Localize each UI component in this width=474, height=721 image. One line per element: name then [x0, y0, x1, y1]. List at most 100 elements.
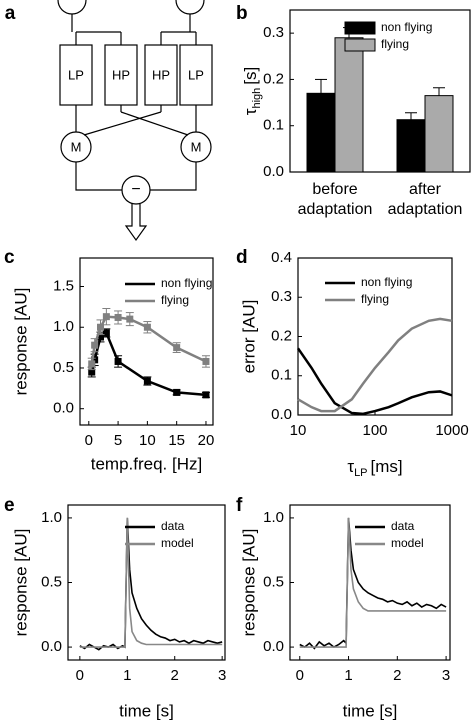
x-tick-label: 3: [218, 667, 226, 684]
legend-label: flying: [161, 293, 189, 307]
label-symbol: τ: [347, 457, 354, 476]
y-tick-label: 0.1: [263, 117, 284, 134]
receptor: [175, 0, 205, 15]
panel-label: d: [236, 247, 248, 268]
marker: [97, 323, 105, 331]
legend-label: non flying: [381, 20, 432, 34]
marker: [88, 368, 96, 376]
output-arrow: [124, 204, 148, 242]
marker: [173, 388, 181, 396]
marker: [102, 313, 110, 321]
bar: [306, 92, 336, 173]
y-axis-label: response [AU]: [11, 529, 30, 637]
panel-label: f: [236, 495, 243, 516]
y-tick-label: 0.5: [53, 359, 74, 376]
panel-label: c: [4, 247, 15, 268]
panel-label: a: [5, 3, 16, 24]
y-tick-label: 0.5: [41, 573, 62, 590]
x-tick-label: 0: [296, 667, 304, 684]
series-line: [79, 517, 223, 651]
wire: [150, 162, 197, 191]
wire: [120, 111, 189, 136]
marker: [202, 391, 210, 399]
label-symbol: τ: [241, 108, 260, 115]
y-tick-label: 0.0: [41, 638, 62, 655]
legend-label: non flying: [361, 275, 412, 289]
marker: [143, 323, 151, 331]
y-tick-label: 0.1: [271, 367, 292, 384]
legend-swatch: [344, 21, 376, 35]
x-tick-label: 1000: [435, 422, 468, 439]
receptor: [57, 0, 87, 15]
diagram: a LP HP HP LP M M −: [5, 0, 213, 242]
y-axis-label: response [AU]: [239, 529, 258, 637]
block-label: LP: [68, 67, 84, 82]
series-line: [297, 317, 453, 413]
label-subscript: LP: [354, 467, 367, 479]
y-axis-label: response [AU]: [11, 288, 30, 396]
legend-label: data: [391, 519, 415, 533]
label-unit: [ms]: [371, 457, 403, 476]
y-tick-label: 1.0: [263, 509, 284, 526]
y-tick-label: 0.3: [263, 24, 284, 41]
bar: [424, 95, 454, 173]
legend-swatch: [344, 38, 376, 52]
series-line: [90, 331, 207, 397]
y-tick-label: 1.5: [53, 277, 74, 294]
y-tick-label: 0.3: [271, 288, 292, 305]
block-label: LP: [188, 67, 204, 82]
x-axis-label: time [s]: [119, 701, 174, 720]
x-axis-label: temp.freq. [Hz]: [91, 454, 202, 473]
marker: [114, 357, 122, 365]
x-tick-label: 2: [171, 667, 179, 684]
x-tick-label: 15: [168, 432, 185, 449]
y-tick-label: 0.0: [53, 400, 74, 417]
multiplier-label: M: [191, 139, 202, 154]
y-tick-label: 0.5: [263, 573, 284, 590]
marker: [173, 344, 181, 352]
series-line: [79, 517, 223, 648]
marker: [91, 341, 99, 349]
y-tick-label: 1.0: [41, 509, 62, 526]
category-text: after adaptation: [387, 181, 463, 218]
marker: [143, 377, 151, 385]
x-tick-label: 20: [198, 432, 215, 449]
marker: [102, 329, 110, 337]
x-axis-label: τLP [ms]: [347, 457, 402, 478]
series-line: [299, 517, 447, 648]
marker: [126, 315, 134, 323]
x-tick-label: 0: [76, 667, 84, 684]
x-category-label: before adaptation: [298, 181, 373, 218]
legend-label: model: [161, 536, 194, 550]
legend-label: flying: [381, 37, 409, 51]
x-axis-label: time [s]: [343, 701, 398, 720]
x-tick-label: 10: [290, 422, 307, 439]
legend-label: flying: [361, 292, 389, 306]
x-tick-label: 100: [362, 422, 387, 439]
series-line: [296, 347, 453, 416]
y-tick-label: 0.0: [271, 406, 292, 423]
multiplier-label: M: [71, 139, 82, 154]
x-tick-label: 5: [114, 432, 122, 449]
block-label: HP: [112, 67, 130, 82]
legend-label: model: [391, 536, 424, 550]
marker: [114, 313, 122, 321]
marker: [97, 333, 105, 341]
x-tick-label: 10: [139, 432, 156, 449]
subtractor-label: −: [131, 181, 140, 198]
subtractor: [121, 175, 151, 205]
panel-label: b: [236, 3, 248, 24]
bar: [396, 119, 426, 173]
panel-label: e: [4, 495, 15, 516]
x-tick-label: 0: [85, 432, 93, 449]
y-tick-label: 1.0: [53, 318, 74, 335]
series-line: [299, 517, 447, 650]
x-category-label: after adaptation: [387, 181, 463, 218]
x-tick-label: 1: [123, 667, 131, 684]
marker: [88, 360, 96, 368]
marker: [91, 356, 99, 364]
block-label: HP: [152, 67, 170, 82]
y-tick-label: 0.4: [271, 249, 292, 266]
legend-label: non flying: [161, 276, 212, 290]
label-subscript: high: [251, 88, 263, 109]
